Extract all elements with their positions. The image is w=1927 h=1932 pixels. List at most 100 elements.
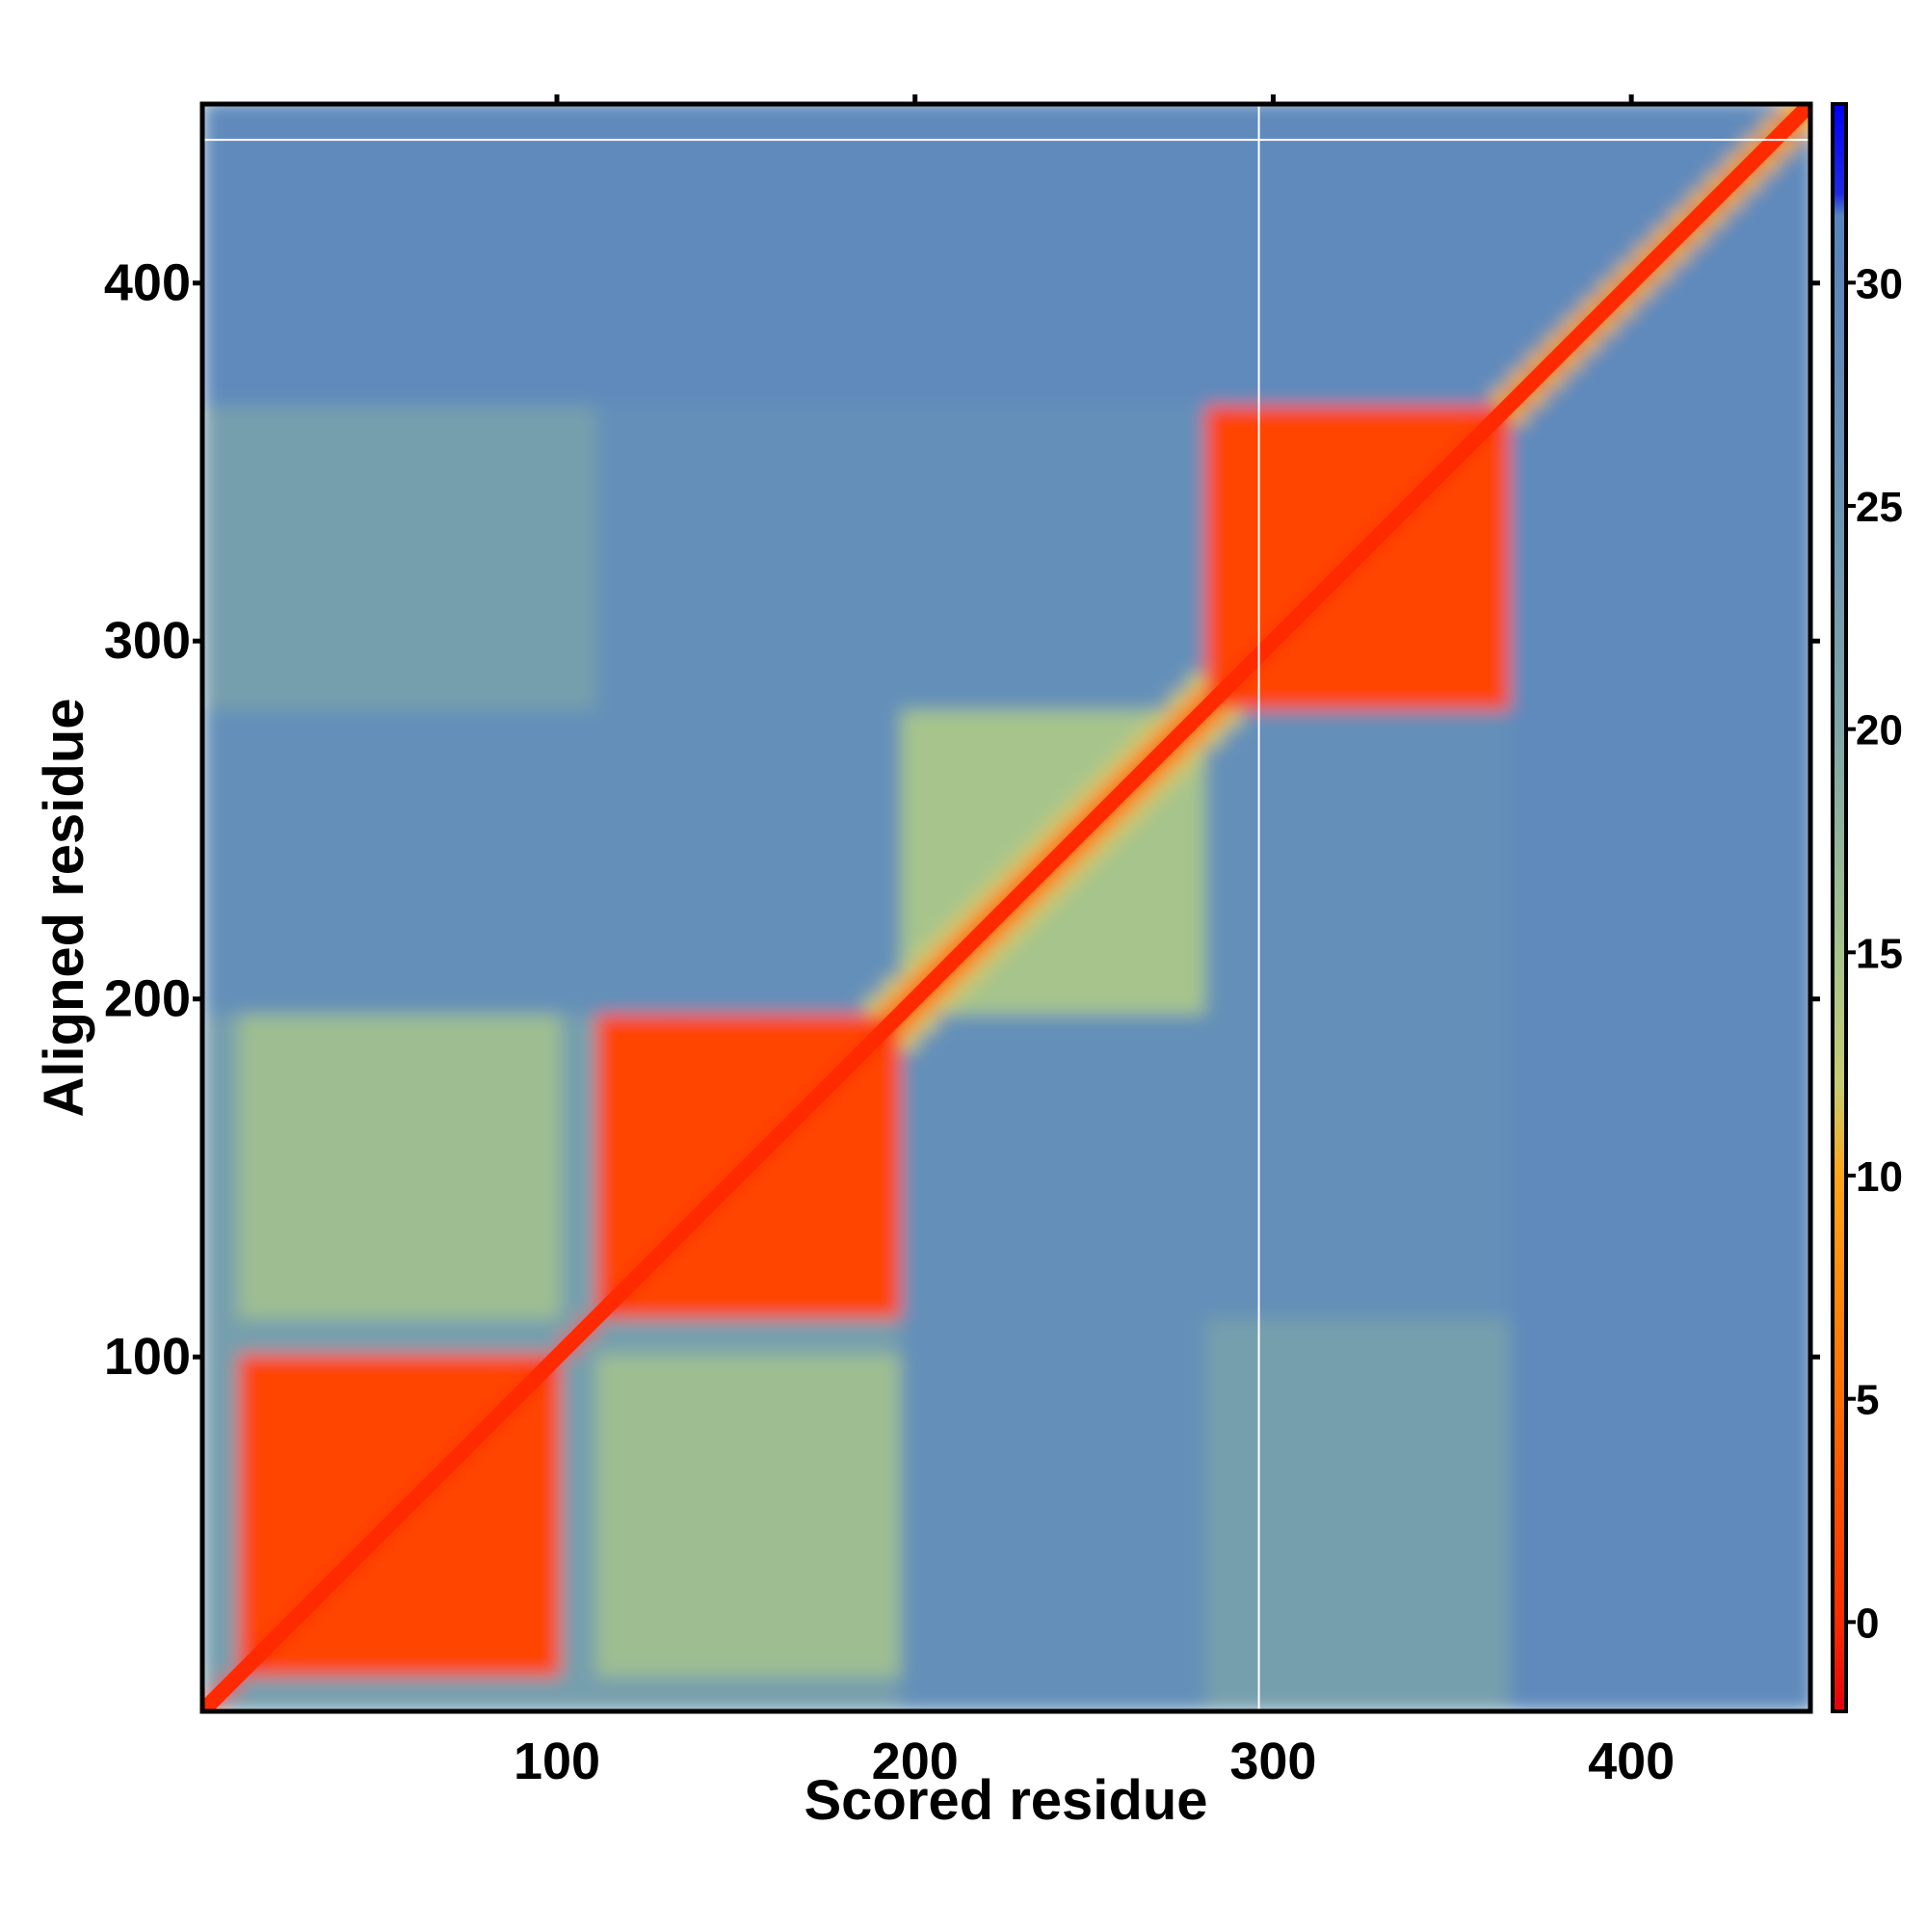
heatmap-cell [972, 1192, 991, 1211]
heatmap-cell [1079, 1371, 1099, 1390]
heatmap-cell [703, 476, 723, 495]
heatmap-cell [595, 959, 616, 979]
heatmap-cell [291, 279, 311, 299]
heatmap-cell [632, 1371, 651, 1390]
heatmap-cell [703, 207, 723, 227]
heatmap-cell [578, 1568, 597, 1587]
heatmap-cell [255, 1442, 276, 1462]
heatmap-cell [1025, 1389, 1045, 1409]
heatmap-cell [507, 207, 526, 227]
heatmap-cell [328, 1407, 347, 1426]
heatmap-cell [1169, 476, 1189, 495]
heatmap-cell [524, 547, 544, 568]
heatmap-cell [435, 1138, 455, 1158]
heatmap-cell [685, 637, 705, 657]
heatmap-cell [722, 1496, 741, 1516]
heatmap-cell [1043, 583, 1064, 603]
heatmap-cell [685, 368, 705, 388]
heatmap-cell [220, 1013, 240, 1033]
heatmap-cell [507, 583, 526, 603]
heatmap-cell [560, 1282, 580, 1301]
heatmap-cell [685, 136, 705, 155]
heatmap-cell [829, 1622, 849, 1641]
heatmap-cell [685, 172, 705, 192]
heatmap-cell [578, 1121, 597, 1140]
heatmap-cell [972, 727, 991, 746]
heatmap-cell [399, 906, 418, 925]
heatmap-cell [810, 207, 831, 227]
heatmap-cell [614, 1156, 634, 1176]
heatmap-cell [381, 762, 401, 782]
heatmap-cell [595, 887, 616, 908]
heatmap-cell [220, 583, 240, 603]
heatmap-cell [578, 190, 597, 209]
heatmap-cell [1115, 708, 1135, 728]
heatmap-cell [309, 1335, 330, 1355]
heatmap-cell [757, 583, 777, 603]
heatmap-cell [470, 172, 490, 192]
heatmap-cell [703, 745, 723, 764]
heatmap-cell [202, 1407, 222, 1426]
heatmap-cell [829, 673, 849, 693]
heatmap-cell [864, 619, 884, 639]
heatmap-cell [990, 190, 1010, 209]
heatmap-cell [453, 136, 472, 155]
heatmap-cell [722, 834, 741, 854]
heatmap-cell [990, 798, 1010, 818]
heatmap-cell [345, 386, 365, 407]
heatmap-cell [542, 1514, 562, 1534]
heatmap-cell [202, 1102, 222, 1123]
heatmap-cell [417, 1156, 436, 1176]
heatmap-cell [668, 1102, 687, 1123]
heatmap-cell [202, 207, 222, 227]
heatmap-cell [595, 1335, 616, 1355]
heatmap-cell [793, 1192, 812, 1211]
heatmap-cell [1151, 351, 1171, 370]
heatmap-cell [883, 1228, 902, 1248]
heatmap-cell [328, 887, 347, 908]
heatmap-cell [309, 906, 330, 925]
heatmap-cell [810, 1263, 831, 1284]
heatmap-cell [649, 1622, 670, 1641]
heatmap-cell [417, 691, 436, 710]
heatmap-cell [345, 458, 365, 478]
heatmap-cell [255, 995, 276, 1015]
heatmap-cell [220, 1532, 240, 1551]
heatmap-cell [1169, 566, 1189, 585]
heatmap-cell [399, 1031, 418, 1050]
heatmap-cell [972, 1282, 991, 1301]
heatmap-cell [1097, 1693, 1117, 1711]
heatmap-cell [595, 708, 616, 728]
heatmap-cell [972, 547, 991, 568]
heatmap-cell [793, 1013, 812, 1033]
heatmap-cell [595, 977, 616, 996]
heatmap-cell [900, 745, 920, 764]
heatmap-cell [685, 1138, 705, 1158]
heatmap-cell [954, 190, 974, 209]
heatmap-cell [793, 1067, 812, 1086]
heatmap-cell [291, 923, 311, 943]
heatmap-cell [238, 476, 257, 495]
heatmap-cell [220, 476, 240, 495]
heatmap-cell [453, 1335, 472, 1355]
heatmap-cell [990, 1031, 1010, 1050]
heatmap-cell [542, 476, 562, 495]
heatmap-cell [775, 368, 795, 388]
heatmap-cell [255, 1549, 276, 1570]
heatmap-cell [1169, 368, 1189, 388]
heatmap-cell [381, 1549, 401, 1570]
heatmap-cell [1169, 941, 1189, 961]
heatmap-cell [757, 995, 777, 1015]
heatmap-cell [739, 1568, 759, 1587]
heatmap-cell [668, 315, 687, 334]
heatmap-cell [1062, 1478, 1081, 1498]
heatmap-cell [470, 762, 490, 782]
heatmap-cell [542, 1192, 562, 1211]
heatmap-cell [202, 923, 222, 943]
heatmap-cell [328, 762, 347, 782]
heatmap-cell [829, 798, 849, 818]
heatmap-cell [202, 691, 222, 710]
heatmap-cell [847, 1603, 866, 1624]
heatmap-cell [632, 1514, 651, 1534]
heatmap-cell [220, 1442, 240, 1462]
